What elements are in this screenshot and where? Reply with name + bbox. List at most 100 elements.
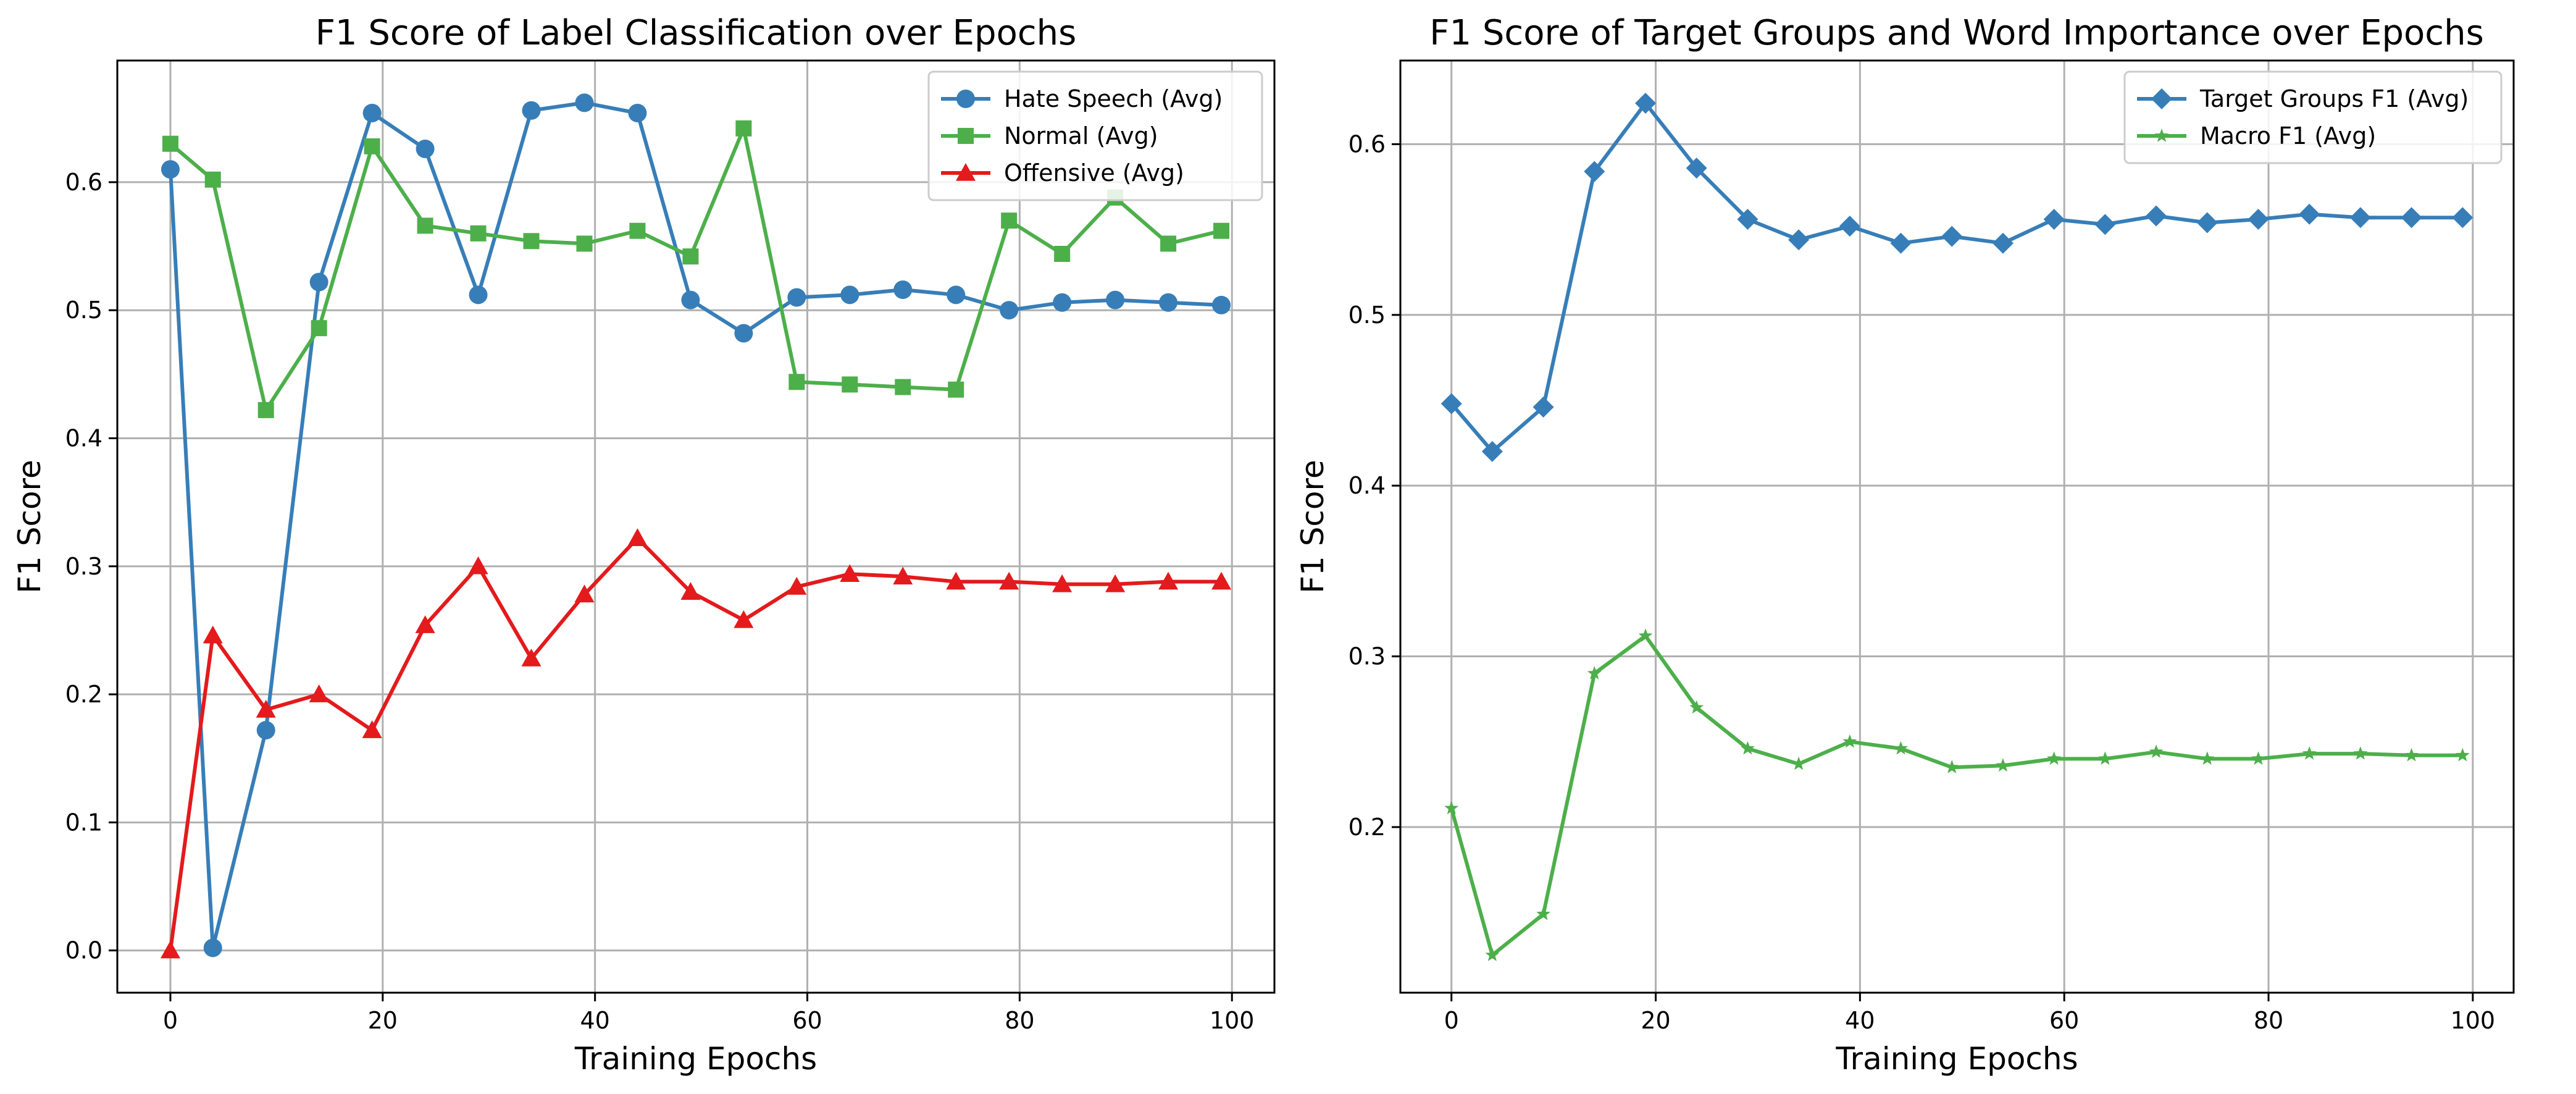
data-point	[1638, 628, 1653, 642]
y-tick-label: 0.6	[65, 169, 102, 196]
data-point	[1741, 741, 1755, 755]
data-point	[362, 103, 382, 122]
data-point	[2251, 751, 2265, 765]
legend-entry: Hate Speech (Avg)	[1004, 85, 1223, 112]
data-point	[309, 272, 328, 292]
y-tick-label: 0.3	[1349, 643, 1386, 670]
y-tick-label: 0.3	[65, 553, 102, 580]
data-point	[1000, 301, 1019, 320]
y-tick-label: 0.4	[65, 424, 102, 452]
legend-entry: Target Groups F1 (Avg)	[2199, 85, 2469, 112]
y-tick-label: 0.4	[1349, 472, 1386, 499]
data-point	[681, 290, 700, 309]
legend: Hate Speech (Avg) Normal (Avg) Offensive (…	[927, 70, 1263, 201]
x-tick-label: 60	[2049, 1007, 2079, 1034]
y-axis-label: F1 Score	[1295, 460, 1331, 594]
data-point	[1890, 232, 1912, 254]
data-point	[2401, 207, 2422, 229]
data-point	[628, 103, 647, 122]
data-point	[416, 140, 435, 159]
x-tick-label: 100	[2451, 1007, 2496, 1034]
data-point	[574, 584, 595, 603]
data-point	[415, 615, 435, 633]
data-point	[893, 566, 913, 585]
data-point	[576, 235, 593, 252]
data-point	[1737, 209, 1758, 230]
data-point	[735, 120, 752, 137]
data-point	[1839, 216, 1860, 237]
x-tick-label: 80	[1005, 1007, 1034, 1034]
data-point	[1536, 906, 1550, 920]
data-point	[1686, 158, 1707, 179]
data-point	[1584, 161, 1605, 182]
data-point	[680, 582, 701, 600]
data-point	[162, 135, 178, 152]
data-point	[1054, 245, 1071, 262]
data-point	[842, 376, 858, 393]
data-point	[893, 280, 913, 300]
data-point	[204, 171, 221, 188]
data-point	[734, 324, 753, 343]
data-point	[1788, 229, 1810, 251]
data-point	[2302, 746, 2317, 760]
data-point	[629, 222, 646, 239]
data-point	[1894, 741, 1908, 755]
data-point	[1052, 574, 1073, 592]
data-point	[257, 402, 274, 418]
data-point	[1105, 574, 1126, 592]
x-tick-label: 0	[163, 1007, 178, 1034]
data-point	[2248, 209, 2269, 230]
x-tick-label: 40	[580, 1007, 609, 1034]
data-point	[682, 248, 699, 265]
data-point	[2404, 747, 2419, 762]
data-point	[362, 720, 382, 738]
legend: Target Groups F1 (Avg) Macro F1 (Avg)	[2123, 70, 2503, 164]
data-point	[947, 285, 966, 305]
data-point	[734, 610, 754, 628]
data-point	[1481, 440, 1503, 462]
x-axis-label: Training Epochs	[574, 1041, 817, 1077]
legend-marker	[956, 90, 975, 108]
data-point	[1533, 397, 1554, 418]
legend-marker	[2154, 128, 2169, 142]
data-point	[999, 571, 1019, 590]
data-point	[787, 288, 806, 307]
data-point	[1212, 295, 1231, 314]
data-point	[2299, 203, 2320, 225]
data-point	[2353, 746, 2368, 760]
series-line	[169, 101, 1222, 950]
chart-title: F1 Score of Label Classification over Ep…	[316, 13, 1077, 53]
data-point	[840, 564, 860, 582]
data-point	[1160, 235, 1177, 252]
x-tick-label: 0	[1444, 1007, 1459, 1034]
y-tick-label: 0.0	[65, 937, 102, 964]
data-point	[788, 374, 805, 390]
x-tick-label: 60	[792, 1007, 822, 1034]
y-tick-label: 0.5	[65, 297, 102, 324]
data-point	[1211, 571, 1232, 590]
data-point	[203, 625, 223, 644]
chart-1: 0 20 40 60 80 100 0.0 0.1 0.2 0.3 0.4 0.5 0.6 F1 Scor…	[12, 13, 1276, 1077]
y-tick-label: 0.2	[1349, 814, 1386, 841]
legend-entry: Offensive (Avg)	[1004, 159, 1184, 187]
data-point	[2097, 751, 2112, 765]
legend-marker	[958, 128, 974, 144]
data-point	[203, 938, 222, 957]
data-point	[1944, 760, 1959, 773]
x-axis-label: Training Epochs	[1835, 1041, 2078, 1077]
legend-marker	[2151, 88, 2172, 109]
data-point	[627, 528, 648, 546]
legend-entry: Normal (Avg)	[1004, 122, 1158, 149]
data-point	[1159, 293, 1178, 312]
plot-frame	[116, 59, 1276, 994]
legend-box	[2123, 70, 2503, 164]
data-point	[1634, 93, 1656, 114]
series-line	[169, 536, 1221, 951]
x-tick-label: 20	[368, 1007, 398, 1034]
y-axis-label: F1 Score	[12, 460, 48, 594]
x-tick-label: 100	[1210, 1007, 1255, 1034]
data-point	[2149, 744, 2164, 758]
data-point	[2200, 751, 2215, 765]
data-point	[311, 320, 327, 337]
series-normal-avg	[162, 120, 1230, 418]
